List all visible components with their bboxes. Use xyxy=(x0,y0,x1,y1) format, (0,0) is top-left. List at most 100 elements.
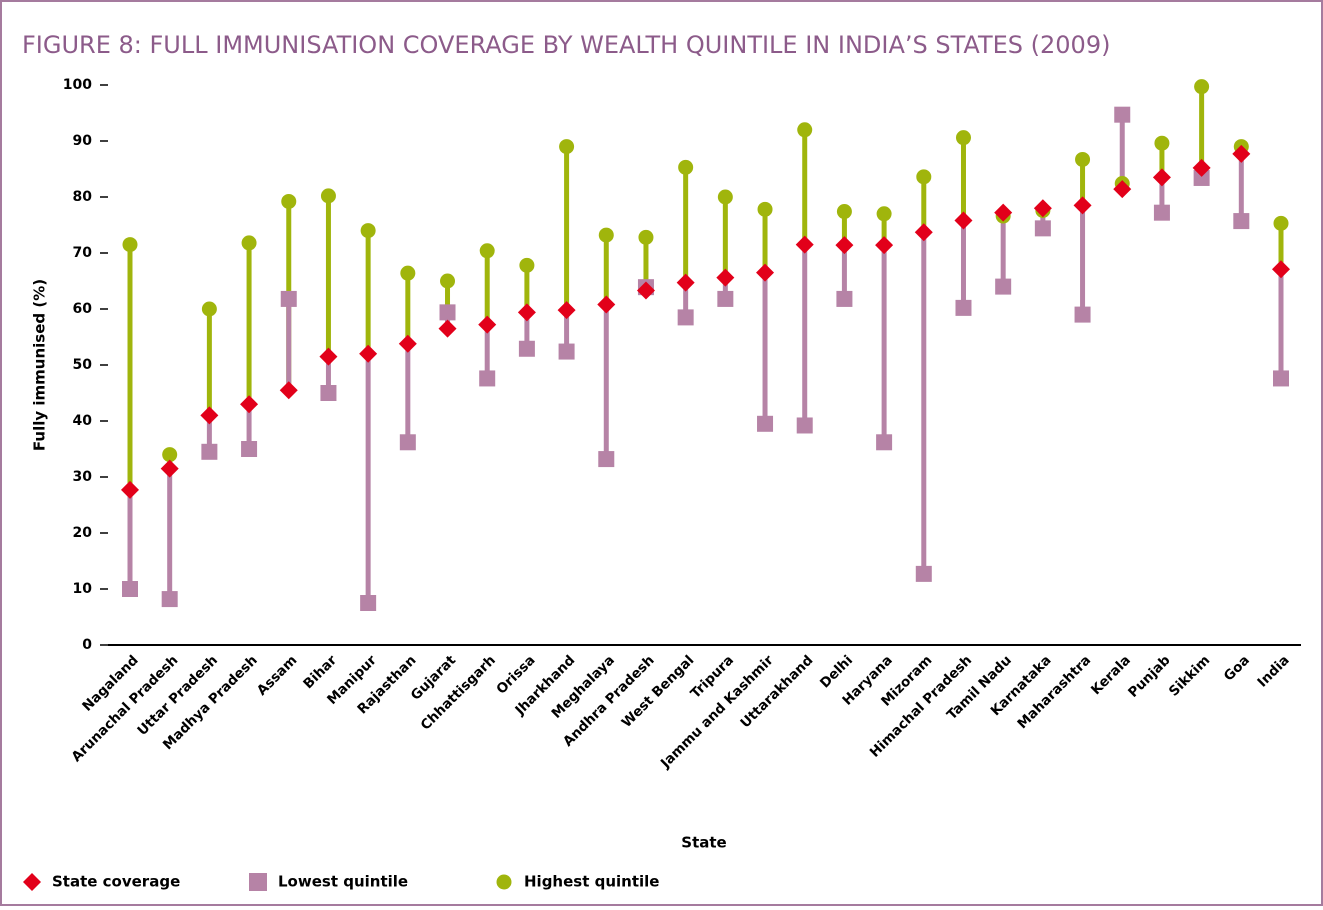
square-marker xyxy=(280,290,297,307)
square-marker xyxy=(201,443,218,460)
square-marker xyxy=(439,304,456,321)
y-tick-label: 90 xyxy=(73,133,93,149)
circle-marker xyxy=(519,257,535,273)
diamond-marker xyxy=(835,236,854,255)
circle-marker xyxy=(479,243,495,259)
legend-swatch xyxy=(496,874,512,890)
legend-label: State coverage xyxy=(52,873,180,891)
circle-marker xyxy=(360,223,376,239)
square-marker xyxy=(1273,370,1289,387)
circle-marker xyxy=(598,227,614,243)
diamond-marker xyxy=(1152,168,1171,187)
diamond-marker xyxy=(756,263,775,282)
square-marker xyxy=(399,434,416,451)
circle-marker xyxy=(559,139,575,155)
square-marker xyxy=(122,581,138,597)
circle-marker xyxy=(1075,151,1091,167)
chart-title: FIGURE 8: FULL IMMUNISATION COVERAGE BY … xyxy=(22,31,1110,59)
diamond-marker xyxy=(319,347,338,366)
circle-marker xyxy=(241,235,257,251)
y-tick-label: 10 xyxy=(73,581,93,597)
y-tick-label: 40 xyxy=(73,413,93,429)
diamond-marker xyxy=(160,459,179,478)
circle-marker xyxy=(162,447,178,463)
y-tick-label: 100 xyxy=(63,77,92,93)
x-axis-label: State xyxy=(681,834,726,852)
square-marker xyxy=(955,299,972,316)
y-tick-label: 60 xyxy=(73,301,93,317)
square-marker xyxy=(360,595,377,611)
diamond-marker xyxy=(1192,158,1211,177)
y-tick-label: 30 xyxy=(73,469,93,485)
diamond-marker xyxy=(716,268,735,287)
diamond-marker xyxy=(240,395,259,414)
diamond-marker xyxy=(597,295,616,314)
square-marker xyxy=(1114,106,1131,123)
square-marker xyxy=(241,441,258,457)
circle-marker xyxy=(757,201,773,217)
diamond-marker xyxy=(279,381,298,400)
circle-marker xyxy=(201,301,217,317)
square-marker xyxy=(320,385,337,401)
diamond-marker xyxy=(478,315,497,334)
circle-marker xyxy=(281,193,297,209)
diamond-marker xyxy=(1232,144,1251,163)
diamond-marker xyxy=(1073,196,1092,215)
circle-marker xyxy=(955,130,971,146)
square-marker xyxy=(1193,169,1210,186)
square-marker xyxy=(1034,220,1051,237)
diamond-marker xyxy=(914,223,933,242)
y-tick-label: 50 xyxy=(73,357,93,373)
circle-marker xyxy=(1194,79,1210,95)
square-marker xyxy=(1233,213,1250,230)
square-marker xyxy=(717,290,734,307)
diamond-marker xyxy=(398,334,417,353)
circle-marker xyxy=(678,159,694,175)
diamond-marker xyxy=(954,211,973,230)
circle-marker xyxy=(717,189,733,205)
circle-marker xyxy=(638,229,654,245)
y-tick-label: 0 xyxy=(82,637,92,653)
diamond-marker xyxy=(359,344,378,363)
square-marker xyxy=(598,451,615,468)
diamond-marker xyxy=(557,301,576,320)
square-marker xyxy=(796,417,813,434)
circle-marker xyxy=(836,204,852,220)
diamond-marker xyxy=(875,236,894,255)
y-axis-label: Fully immunised (%) xyxy=(31,279,49,451)
circle-marker xyxy=(1273,215,1289,231)
circle-marker xyxy=(876,206,892,222)
diamond-marker xyxy=(438,319,457,338)
square-marker xyxy=(558,343,575,360)
legend-label: Lowest quintile xyxy=(278,873,408,891)
legend-swatch xyxy=(23,873,41,891)
square-marker xyxy=(479,370,496,387)
diamond-marker xyxy=(200,406,219,425)
circle-marker xyxy=(400,265,416,281)
diamond-marker xyxy=(676,273,695,292)
diamond-marker xyxy=(1272,260,1290,279)
circle-marker xyxy=(122,237,138,253)
diamond-marker xyxy=(1113,180,1132,199)
square-marker xyxy=(161,591,178,608)
square-marker xyxy=(836,290,853,307)
legend-label: Highest quintile xyxy=(524,873,659,891)
square-marker xyxy=(876,434,893,451)
circle-marker xyxy=(1154,135,1170,151)
diamond-marker xyxy=(795,235,814,254)
diamond-marker xyxy=(636,281,655,300)
legend-swatch xyxy=(249,873,267,891)
y-tick-label: 70 xyxy=(73,245,93,261)
square-marker xyxy=(915,565,932,582)
square-marker xyxy=(1074,306,1091,323)
circle-marker xyxy=(916,169,932,185)
diamond-marker xyxy=(517,303,536,322)
diamond-marker xyxy=(994,203,1013,222)
circle-marker xyxy=(440,273,456,289)
diamond-marker xyxy=(1033,199,1052,218)
diamond-marker xyxy=(121,480,139,499)
circle-marker xyxy=(320,188,336,204)
y-tick-label: 80 xyxy=(73,189,93,205)
